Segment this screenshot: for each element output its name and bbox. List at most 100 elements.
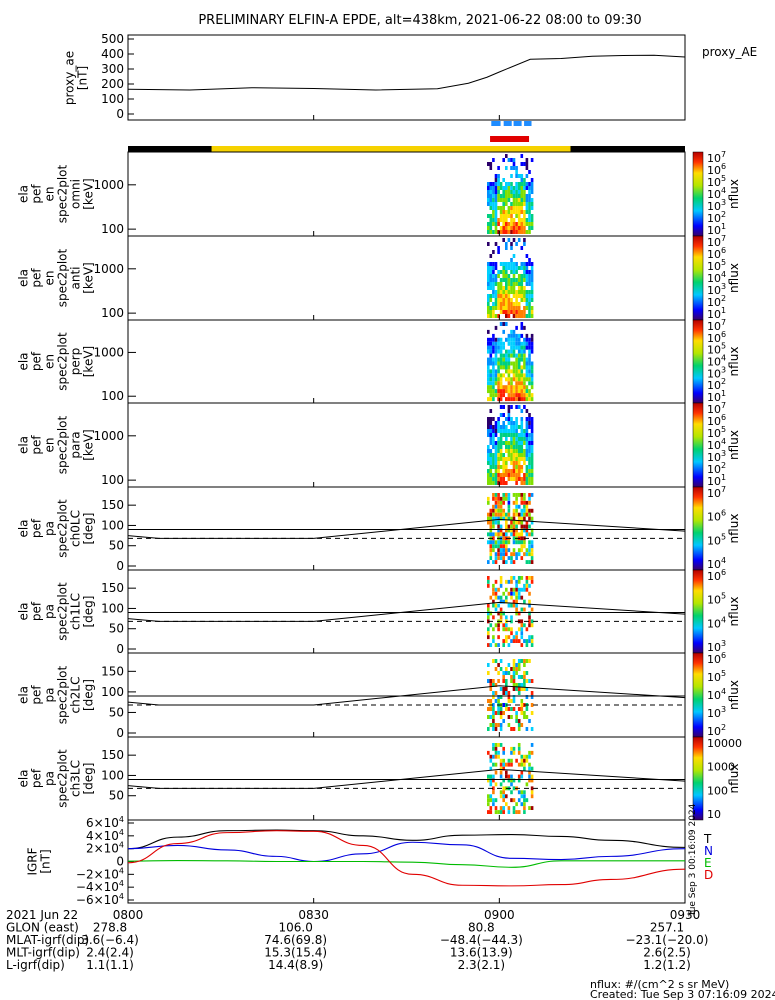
energy-panel-0-spectrogram-cell [502,198,505,202]
energy-panel-0-spectrogram-cell [494,182,498,186]
energy-panel-3-spectrogram-cell [507,469,511,473]
pitch-panel-1-spectrogram-cell [502,627,505,632]
pitch-panel-2-spectrogram-cell [489,683,493,687]
energy-panel-1-spectrogram-cell [530,266,534,270]
pitch-panel-1-spectrogram-cell [515,611,518,616]
energy-panel-2-spectrogram-cell [487,329,490,334]
pitch-panel-0-spectrogram-cell [512,493,516,497]
pitch-panel-2-spectrogram-cell [510,727,513,731]
pitch-panel-2-spectrogram-cell [492,707,495,711]
energy-panel-1-spectrogram-cell [497,246,500,250]
energy-panel-3-ylabel-line-5: [keV] [82,429,96,460]
energy-panel-3-spectrogram-cell [517,473,521,477]
ae-ylabel-line-1: [nT] [76,66,90,90]
energy-panel-1-spectrogram-cell [487,278,490,282]
energy-panel-1-spectrogram-cell [502,286,505,290]
energy-panel-0-spectrogram-cell [510,202,513,206]
pitch-panel-2-spectrogram-cell [520,659,524,663]
energy-panel-0-spectrogram-cell [505,214,508,218]
energy-panel-3-cbar-tick: 106 [707,413,726,428]
energy-panel-0-spectrogram-cell [528,194,531,198]
energy-panel-3-ylabel-line-0: ela [17,436,31,454]
energy-panel-3-spectrogram-cell [507,413,511,417]
energy-panel-3-spectrogram-cell [512,429,516,433]
energy-panel-2-spectrogram-cell [528,365,531,370]
orbit-bar-yellow [211,146,571,152]
energy-panel-3-spectrogram-cell [515,417,518,421]
energy-panel-3-spectrogram-cell [502,473,505,477]
energy-panel-2-spectrogram-cell [520,369,524,374]
pitch-panel-1-spectrogram-cell [510,627,513,632]
energy-panel-0-spectrogram-cell [530,218,534,222]
pitch-panel-1-spectrogram-cell [515,591,518,596]
energy-panel-3-spectrogram-cell [494,425,498,429]
energy-panel-2-spectrogram-cell [530,397,534,402]
pitch-panel-2-ylabel-line-5: [deg] [82,679,96,711]
pitch-panel-2-spectrogram-cell [502,703,505,707]
energy-panel-3-spectrogram-cell [507,429,511,433]
energy-panel-2-spectrogram-cell [512,345,516,350]
energy-panel-2-spectrogram-cell [507,333,511,338]
igrf-ytick-label: −6×104 [76,892,124,907]
energy-panel-2-spectrogram-cell [510,345,513,350]
energy-panel-0-spectrogram-cell [510,218,513,222]
pitch-panel-3-spectrogram-cell [517,750,521,755]
pitch-panel-1-spectrogram-cell [505,615,508,620]
pitch-panel-1-spectrogram-cell [515,607,518,612]
pitch-panel-2-spectrogram-cell [512,727,516,731]
energy-panel-1-spectrogram-cell [520,286,524,290]
energy-panel-2-spectrogram-cell [507,377,511,382]
pitch-panel-3-spectrogram-cell [494,782,498,787]
energy-panel-2-spectrogram-cell [523,381,526,386]
pitch-panel-0-spectrogram-cell [492,512,495,517]
energy-panel-1-spectrogram-cell [530,278,534,282]
pitch-panel-2-spectrogram-cell [507,715,511,719]
pitch-panel-2-spectrogram-cell [512,663,516,667]
pitch-panel-1-spectrogram-cell [525,639,529,643]
energy-panel-2-spectrogram-cell [517,341,521,346]
energy-panel-1-spectrogram-cell [512,266,516,270]
energy-panel-0-spectrogram-cell [525,158,529,162]
energy-panel-3-spectrogram-cell [487,417,490,421]
energy-panel-3-spectrogram-cell [530,449,534,453]
pitch-panel-0-spectrogram-cell [499,532,503,537]
energy-panel-3-spectrogram-cell [528,421,531,425]
energy-panel-3-spectrogram-cell [528,433,531,437]
pitch-panel-3-spectrogram-cell [494,746,498,751]
energy-panel-0-spectrogram-cell [499,206,503,210]
energy-panel-0-spectrogram-cell [505,194,508,198]
pitch-panel-0-spectrogram-cell [523,552,526,557]
energy-panel-3-spectrogram-cell [499,449,503,453]
energy-panel-2-spectrogram-cell [515,369,518,374]
pitch-panel-2-spectrogram-cell [520,711,524,715]
energy-panel-3-spectrogram-cell [530,417,534,421]
energy-panel-0-spectrogram-cell [505,190,508,194]
energy-panel-0-spectrogram-cell [512,210,516,214]
pitch-panel-0-spectrogram-cell [497,512,500,517]
pitch-panel-2-spectrogram-cell [499,667,503,671]
energy-panel-1-spectrogram-cell [523,294,526,298]
energy-panel-2-spectrogram-cell [523,345,526,350]
energy-panel-0-spectrogram-cell [510,230,513,234]
energy-panel-3-cbar-label: nflux [727,430,741,460]
pitch-panel-3-ylabel-line-1: pef [30,768,44,788]
energy-panel-1-spectrogram-cell [515,278,518,282]
energy-panel-1-spectrogram-cell [505,266,508,270]
energy-panel-2-spectrogram-cell [499,397,503,402]
energy-panel-2-spectrogram-cell [525,345,529,350]
energy-panel-2-spectrogram-cell [520,393,524,398]
pitch-panel-0-spectrogram-cell [517,493,521,497]
pitch-panel-2-cbar-tick: 102 [707,723,726,738]
energy-panel-3-spectrogram-cell [492,433,495,437]
pitch-panel-1-spectrogram-cell [487,607,490,612]
pitch-panel-0-spectrogram-cell [487,540,490,545]
energy-panel-1-spectrogram-cell [507,286,511,290]
pitch-panel-3-spectrogram-cell [510,778,513,783]
pitch-panel-0-spectrogram-cell [517,504,521,509]
pitch-panel-3-spectrogram-cell [502,786,505,791]
energy-panel-0-spectrogram-cell [494,222,498,226]
pitch-panel-1-spectrogram-cell [502,643,505,647]
pitch-panel-1-spectrogram-cell [525,583,529,588]
energy-panel-0-spectrogram-cell [520,206,524,210]
pitch-panel-0-spectrogram-cell [523,540,526,545]
